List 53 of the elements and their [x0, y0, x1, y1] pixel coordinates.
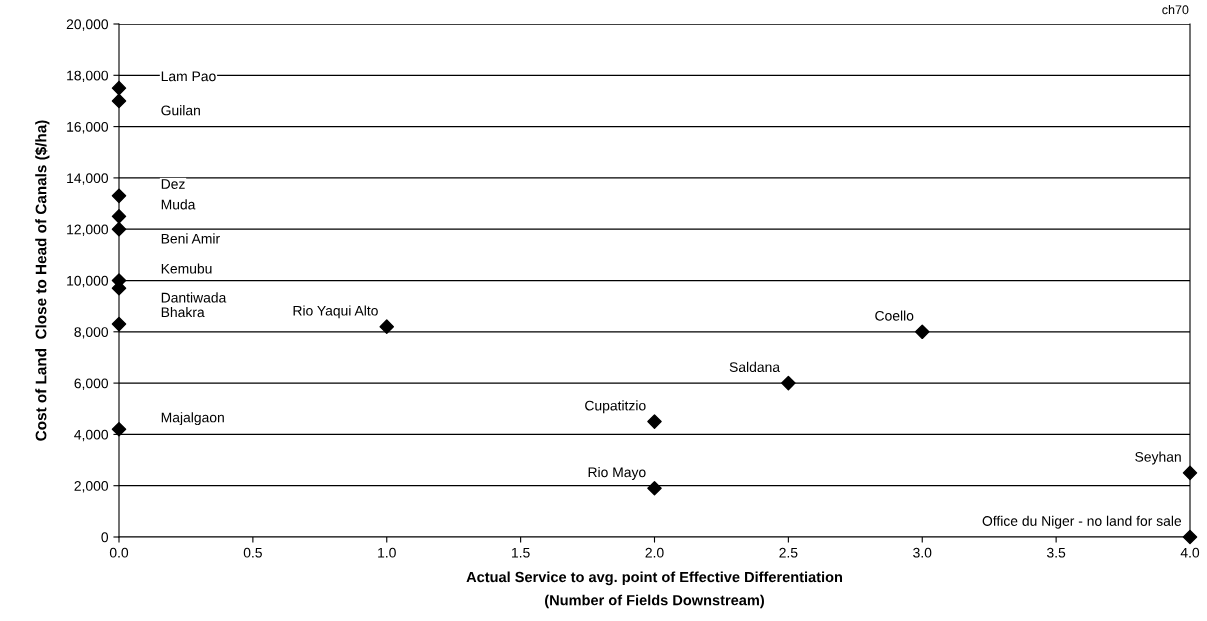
annotation: Dez — [161, 179, 185, 189]
point — [647, 414, 662, 429]
x-tick-label: 2.5 — [779, 547, 798, 558]
annotation: Beni Amir — [161, 233, 220, 244]
point — [1182, 529, 1198, 545]
annotation: Muda — [161, 199, 196, 210]
annotation: Rio Mayo — [588, 466, 646, 480]
x-tick-label: 1.0 — [378, 547, 396, 558]
y-tick-label: 16,000 — [67, 121, 109, 134]
y-tick-label: 2,000 — [74, 481, 109, 493]
y-tick-label: 18,000 — [67, 70, 109, 83]
point — [1182, 465, 1198, 481]
point — [111, 188, 127, 204]
x-tick-label: 1.5 — [512, 547, 530, 558]
point — [781, 375, 796, 391]
x-tick-label: 0.0 — [109, 547, 129, 558]
annotation: Majalgaon — [161, 412, 224, 426]
x-axis-title: Actual Service to avg. point of Effective Differentiation (Number of Fields Downstream) — [466, 571, 843, 609]
point — [111, 221, 127, 237]
x-tick-label: 4.0 — [1180, 547, 1200, 558]
x-tick-label: 3.0 — [913, 547, 932, 558]
point — [111, 209, 127, 224]
y-tick-label: 20,000 — [66, 19, 109, 31]
annotation: Coello — [875, 310, 914, 321]
annotation: Guilan — [161, 105, 200, 116]
annotation: Seyhan — [1135, 451, 1181, 465]
point — [914, 324, 930, 340]
y-tick-label: 10,000 — [67, 275, 109, 288]
point — [647, 480, 662, 496]
annotation: Kemubu — [161, 263, 212, 274]
annotation: Bhakra — [161, 306, 205, 318]
annotation: Cupatitzio — [585, 400, 646, 414]
y-tick-label: 8,000 — [74, 327, 109, 339]
annotation: Rio Yaqui Alto — [293, 305, 378, 319]
point — [111, 316, 127, 332]
y-tick-label: 6,000 — [74, 378, 109, 390]
annotation: Dantiwada — [161, 292, 227, 303]
x-tick-label: 0.5 — [243, 547, 262, 558]
y-axis-title: Cost of Land Close to Head of Canals ($/ha) — [34, 120, 50, 441]
y-tick-label: 14,000 — [67, 173, 109, 185]
x-tick-label: 2.0 — [645, 547, 664, 558]
annotation: Saldana — [729, 361, 781, 373]
point — [379, 319, 395, 334]
y-tick-label: 4,000 — [74, 429, 109, 442]
x-tick-label: 3.5 — [1047, 547, 1066, 558]
text: ch70 — [1162, 4, 1189, 15]
y-tick-label: 0 — [101, 532, 109, 543]
y-tick-label: 12,000 — [67, 224, 109, 237]
point — [111, 421, 127, 437]
annotation: Lam Pao — [161, 71, 216, 82]
point — [111, 93, 127, 109]
point — [111, 80, 127, 96]
annotation: Office du Niger - no land for sale — [982, 515, 1182, 529]
